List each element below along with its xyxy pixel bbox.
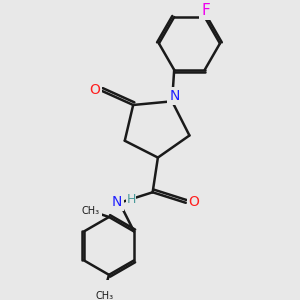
- Text: F: F: [201, 3, 210, 18]
- Text: O: O: [89, 83, 100, 97]
- Text: N: N: [169, 89, 180, 103]
- Text: CH₃: CH₃: [96, 291, 114, 300]
- Text: H: H: [126, 193, 136, 206]
- Text: O: O: [189, 195, 200, 209]
- Text: CH₃: CH₃: [82, 206, 100, 216]
- Text: N: N: [112, 195, 122, 209]
